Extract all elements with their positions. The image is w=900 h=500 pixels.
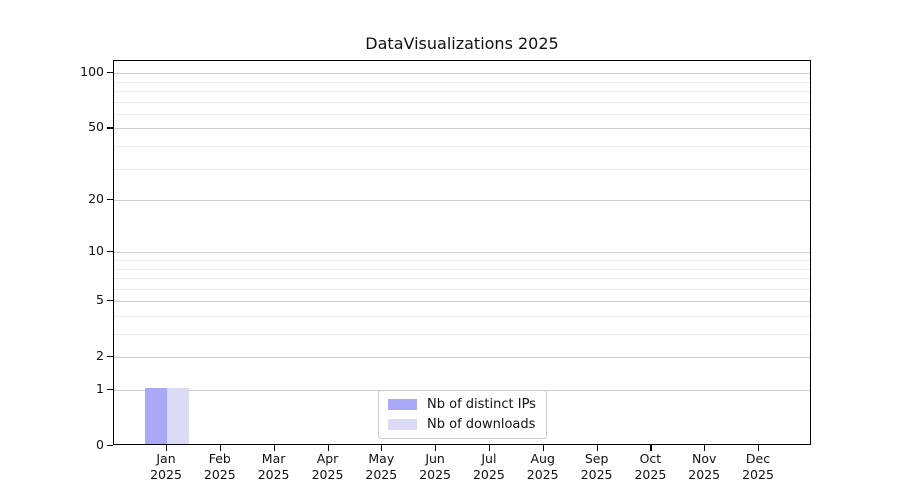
x-tick-mark: [435, 445, 437, 451]
x-tick-year: 2025: [365, 467, 398, 482]
gridline-major: [114, 301, 810, 303]
x-tick-month: Oct: [639, 451, 662, 466]
x-tick-label: Jul 2025: [457, 451, 521, 483]
x-tick-mark: [219, 445, 221, 451]
x-tick-year: 2025: [742, 467, 774, 482]
legend-label: Nb of distinct IPs: [427, 397, 536, 412]
x-tick-month: Jun: [425, 451, 445, 466]
y-tick-mark: [107, 251, 113, 253]
x-tick-label: Jan 2025: [134, 451, 198, 483]
x-tick-year: 2025: [419, 467, 451, 482]
y-tick-mark: [107, 356, 113, 358]
x-tick-year: 2025: [311, 467, 344, 482]
y-tick-mark: [107, 445, 113, 447]
y-tick-mark: [107, 300, 113, 302]
chart-title: DataVisualizations 2025: [365, 34, 559, 53]
gridline-minor: [114, 113, 810, 115]
legend: Nb of distinct IPs Nb of downloads: [378, 390, 547, 439]
x-tick-label: Apr 2025: [296, 451, 360, 483]
x-tick-mark: [704, 445, 706, 451]
gridline-major: [114, 200, 810, 202]
gridline-major: [114, 252, 810, 254]
x-tick-month: Nov: [691, 451, 717, 466]
legend-swatch: [388, 419, 417, 430]
gridline-major: [114, 357, 810, 359]
x-tick-label: Dec 2025: [726, 451, 790, 483]
x-tick-year: 2025: [634, 467, 667, 482]
x-tick-label: Feb 2025: [188, 451, 252, 483]
x-tick-mark: [166, 445, 168, 451]
gridline-minor: [114, 278, 810, 279]
gridline-minor: [114, 268, 810, 270]
gridline-minor: [114, 101, 810, 103]
y-tick-label: 1: [96, 381, 104, 396]
y-tick-label: 5: [96, 292, 104, 308]
bar-downloads: [167, 388, 189, 444]
gridline-minor: [114, 334, 810, 335]
gridline-minor: [114, 288, 810, 290]
y-tick-label: 20: [88, 191, 104, 207]
x-tick-month: Sep: [584, 451, 609, 466]
x-tick-label: Jun 2025: [403, 451, 467, 483]
y-tick-label: 100: [80, 64, 104, 80]
y-tick-mark: [107, 72, 113, 74]
x-tick-month: Dec: [745, 451, 771, 466]
y-tick-mark: [107, 199, 113, 201]
x-tick-year: 2025: [688, 467, 721, 482]
x-tick-mark: [381, 445, 383, 451]
gridline-minor: [114, 168, 810, 170]
gridline-minor: [114, 81, 810, 83]
x-tick-label: Nov 2025: [672, 451, 736, 483]
gridline-major: [114, 73, 810, 75]
x-tick-mark: [273, 445, 275, 451]
x-tick-mark: [758, 445, 760, 451]
x-tick-mark: [650, 445, 652, 451]
x-tick-year: 2025: [472, 467, 505, 482]
gridline-minor: [114, 260, 810, 261]
x-tick-mark: [327, 445, 329, 451]
legend-item: Nb of distinct IPs: [388, 397, 536, 412]
x-tick-month: Jul: [481, 451, 497, 466]
x-tick-month: Feb: [208, 451, 231, 466]
y-tick-label: 2: [96, 348, 104, 364]
x-tick-mark: [542, 445, 544, 451]
x-tick-label: Oct 2025: [618, 451, 682, 483]
gridline-minor: [114, 316, 810, 317]
x-tick-label: Mar 2025: [242, 451, 306, 483]
gridline-major: [114, 128, 810, 130]
bar-distinct-ips: [145, 388, 167, 444]
x-tick-month: Aug: [530, 451, 555, 466]
x-tick-month: Jan: [156, 451, 176, 466]
x-tick-year: 2025: [580, 467, 613, 482]
y-tick-label: 0: [96, 437, 104, 452]
gridline-minor: [114, 146, 810, 147]
plot-area: Nb of distinct IPs Nb of downloads: [113, 60, 811, 445]
x-tick-label: Sep 2025: [565, 451, 629, 483]
y-tick-label: 10: [88, 243, 104, 259]
gridline-minor: [114, 91, 810, 92]
y-tick-mark: [107, 127, 113, 129]
y-tick-label: 50: [88, 119, 104, 135]
x-tick-year: 2025: [150, 467, 182, 482]
legend-item: Nb of downloads: [388, 417, 536, 432]
x-tick-label: Aug 2025: [511, 451, 575, 483]
x-tick-year: 2025: [203, 467, 236, 482]
y-tick-mark: [107, 389, 113, 391]
x-tick-year: 2025: [257, 467, 290, 482]
x-tick-month: May: [368, 451, 395, 466]
x-tick-label: May 2025: [349, 451, 413, 483]
x-tick-mark: [596, 445, 598, 451]
x-tick-year: 2025: [526, 467, 559, 482]
x-tick-month: Mar: [261, 451, 286, 466]
x-tick-month: Apr: [316, 451, 339, 466]
x-tick-mark: [488, 445, 491, 451]
legend-label: Nb of downloads: [427, 417, 536, 432]
y-axis-tick-labels: 0 1 2 5 10 20 50 100: [0, 60, 104, 452]
legend-swatch: [388, 399, 417, 410]
